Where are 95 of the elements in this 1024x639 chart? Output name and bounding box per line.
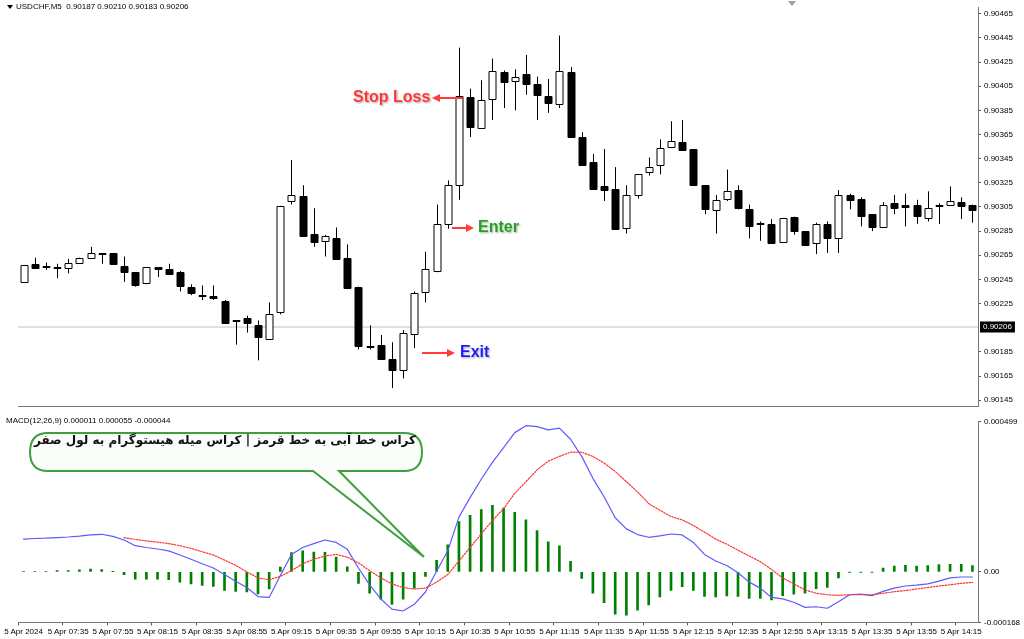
y-tick-label: 0.90345 — [984, 153, 1014, 163]
bar — [279, 566, 282, 572]
bar — [212, 572, 215, 587]
x-tick-label: 5 Apr 12:55 — [762, 627, 804, 637]
x-tick-label: 5 Apr 12:15 — [672, 627, 715, 637]
bar — [357, 572, 360, 584]
x-tick-label: 5 Apr 08:55 — [226, 627, 268, 637]
bar — [636, 572, 639, 611]
chart-title: USDCHF,M5 0.90187 0.90210 0.90183 0.90206 — [16, 2, 189, 11]
bar — [223, 572, 226, 591]
x-tick-label: 5 Apr 09:55 — [360, 627, 402, 637]
bar — [145, 572, 148, 580]
bar — [837, 572, 840, 579]
y-tick-label: 0.90425 — [984, 57, 1014, 67]
bar — [234, 572, 237, 592]
bar — [759, 572, 762, 599]
x-tick-label: 5 Apr 08:15 — [137, 627, 179, 637]
y-tick-label: 0.00 — [984, 567, 1001, 577]
bar — [625, 572, 628, 616]
y-tick-label: 0.90245 — [984, 274, 1014, 284]
y-tick-label: 0.90385 — [984, 105, 1014, 115]
bar — [792, 572, 796, 595]
bar — [781, 572, 784, 596]
x-tick-label: 5 Apr 07:55 — [92, 627, 134, 637]
bar — [89, 568, 92, 572]
y-tick-label: 0.90165 — [984, 371, 1014, 381]
bar — [513, 512, 517, 572]
y-tick-label: 0.000499 — [984, 417, 1018, 426]
bar — [580, 572, 584, 579]
bar — [959, 564, 963, 572]
bar — [200, 572, 204, 586]
x-tick-label: 5 Apr 14:15 — [940, 627, 983, 637]
bar — [345, 566, 349, 572]
bar — [301, 550, 304, 572]
bar — [491, 505, 494, 572]
y-tick-label: 0.90285 — [984, 226, 1014, 236]
x-tick-label: 5 Apr 2024 — [4, 627, 44, 637]
x-tick-label: 5 Apr 10:55 — [494, 627, 536, 637]
bar — [613, 572, 617, 615]
bar — [78, 569, 81, 572]
y-tick-label: 0.90145 — [984, 395, 1014, 405]
bar — [904, 564, 907, 572]
bar — [502, 507, 505, 572]
x-tick-label: 5 Apr 11:35 — [583, 627, 625, 637]
chart-title: MACD(12,26,9) 0.000011 0.000055 -0.000044 — [6, 416, 171, 425]
x-tick-label: 5 Apr 09:35 — [315, 627, 358, 637]
y-tick-label: 0.90445 — [984, 33, 1014, 43]
bar — [546, 541, 550, 572]
bar — [100, 569, 104, 572]
ref-line-label: 0.90206 — [983, 322, 1013, 332]
x-tick-label: 5 Apr 13:55 — [896, 627, 938, 637]
x-tick-label: 5 Apr 10:35 — [449, 627, 492, 637]
bar — [647, 572, 651, 606]
x-tick-label: 5 Apr 09:15 — [271, 627, 313, 637]
bar — [156, 572, 159, 580]
annotation: کراس خط آبی به خط قرمز | کراس میله هیستوگرام به لول صفر — [32, 433, 418, 450]
y-tick-label: 0.90405 — [984, 81, 1014, 91]
bar — [680, 572, 684, 587]
bar — [714, 572, 717, 598]
bar — [926, 565, 930, 572]
bar — [915, 565, 918, 572]
bar — [558, 545, 561, 572]
bar — [703, 572, 706, 597]
x-tick-label: 5 Apr 13:35 — [851, 627, 893, 637]
x-tick-label: 5 Apr 12:35 — [717, 627, 760, 637]
x-tick-label: 5 Apr 13:15 — [806, 627, 849, 637]
bar — [479, 509, 483, 572]
line-series — [123, 451, 974, 596]
y-tick-label: 0.90185 — [984, 347, 1014, 357]
bar — [133, 572, 137, 580]
y-tick-label: 0.90365 — [984, 129, 1014, 139]
y-tick-label: 0.90465 — [984, 9, 1014, 19]
y-tick-label: -0.000168 — [984, 617, 1021, 627]
bar — [569, 561, 572, 572]
y-tick-label: 0.90305 — [984, 202, 1014, 212]
y-tick-label: 0.90265 — [984, 250, 1014, 260]
annotation: Enter — [478, 218, 519, 237]
bar — [412, 572, 416, 589]
y-tick-label: 0.90225 — [984, 298, 1014, 308]
annotation: Stop Loss — [353, 88, 431, 107]
bar — [770, 572, 773, 601]
bar — [312, 551, 316, 572]
x-tick-label: 5 Apr 10:15 — [404, 627, 447, 637]
bar — [424, 572, 427, 577]
x-tick-label: 5 Apr 07:35 — [47, 627, 90, 637]
bar — [692, 572, 695, 591]
bar — [971, 565, 974, 572]
bar — [167, 572, 171, 581]
bar — [825, 572, 829, 588]
bar — [892, 565, 896, 572]
x-tick-label: 5 Apr 08:35 — [181, 627, 224, 637]
annotation: Exit — [460, 343, 490, 362]
x-tick-label: 5 Apr 11:55 — [628, 627, 670, 637]
y-tick-label: 0.90325 — [984, 178, 1014, 188]
x-tick-label: 5 Apr 11:15 — [539, 627, 581, 637]
